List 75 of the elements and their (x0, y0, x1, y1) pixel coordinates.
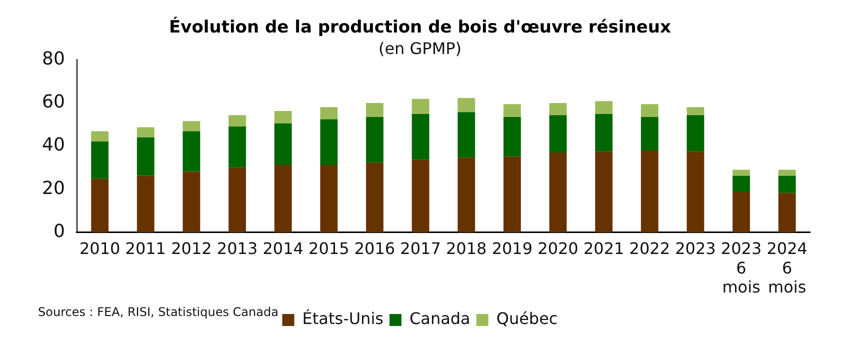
y-tick-label: 20 (42, 178, 65, 199)
x-tick-label: 2013 (216, 239, 258, 258)
x-tick-label: 2019 (492, 239, 533, 258)
bar (686, 152, 704, 232)
source-note: Sources : FEA, RISI, Statistiques Canada (38, 305, 278, 320)
chart-title: Évolution de la production de bois d'œuvre résineux (169, 16, 671, 38)
x-tick-label: 2022 (629, 239, 670, 258)
x-tick-label: 2023 (675, 239, 716, 258)
legend-label: Canada (409, 309, 470, 328)
bar (503, 117, 521, 157)
bar (366, 117, 384, 163)
bar (503, 104, 521, 118)
bar (274, 165, 292, 232)
bar (412, 114, 430, 160)
bar (91, 131, 109, 142)
legend-label: Québec (496, 309, 558, 328)
bar (91, 141, 109, 179)
bar (595, 152, 613, 232)
bar (320, 107, 338, 120)
x-tick-label: 2017 (400, 239, 441, 258)
bar (640, 117, 658, 151)
x-tick-label: 2010 (79, 239, 120, 258)
bar (320, 119, 338, 166)
bar (136, 137, 154, 176)
x-tick-label: 2021 (583, 239, 624, 258)
bar (182, 131, 200, 172)
x-tick-label: 2014 (262, 239, 304, 258)
x-tick-label: 2023 6 mois (720, 239, 762, 297)
bar (549, 152, 567, 232)
x-tick-label: 2018 (446, 239, 487, 258)
bar (778, 192, 796, 232)
bar (732, 170, 750, 176)
x-tick-label: 2012 (171, 239, 212, 258)
bar (732, 192, 750, 232)
y-tick-label: 80 (42, 48, 65, 70)
bar (458, 158, 476, 232)
bar (640, 104, 658, 118)
bar (366, 103, 384, 118)
bar (778, 170, 796, 176)
x-tick-label: 2015 (308, 239, 350, 258)
bar (366, 162, 384, 232)
bar (458, 98, 476, 112)
bar (182, 121, 200, 132)
x-tick-label: 2024 6 mois (766, 239, 808, 297)
bar (595, 114, 613, 152)
x-tick-label: 2020 (538, 239, 578, 258)
y-tick-label: 0 (53, 221, 65, 242)
bar (228, 115, 246, 127)
bar (136, 176, 154, 232)
bar (549, 115, 567, 152)
bar (228, 126, 246, 168)
bar (412, 98, 430, 114)
bar (458, 112, 476, 158)
bar (182, 172, 200, 232)
bar (91, 178, 109, 232)
bar (136, 127, 154, 138)
bar (412, 160, 430, 232)
bar (732, 176, 750, 192)
bar (503, 156, 521, 232)
bar (274, 111, 292, 124)
x-tick-label: 2016 (354, 239, 396, 258)
y-tick-label: 60 (42, 91, 65, 112)
bar (595, 101, 613, 114)
bar (274, 123, 292, 166)
y-tick-label: 40 (42, 134, 65, 156)
x-tick-label: 2011 (125, 239, 166, 258)
bar (686, 115, 704, 152)
bar (778, 176, 796, 193)
chart-subtitle: (en GPMP) (378, 39, 462, 58)
bar (640, 150, 658, 232)
bar (686, 107, 704, 116)
bar (320, 165, 338, 232)
bar (549, 103, 567, 116)
legend-label: États-Unis (302, 309, 384, 328)
bar (228, 168, 246, 232)
